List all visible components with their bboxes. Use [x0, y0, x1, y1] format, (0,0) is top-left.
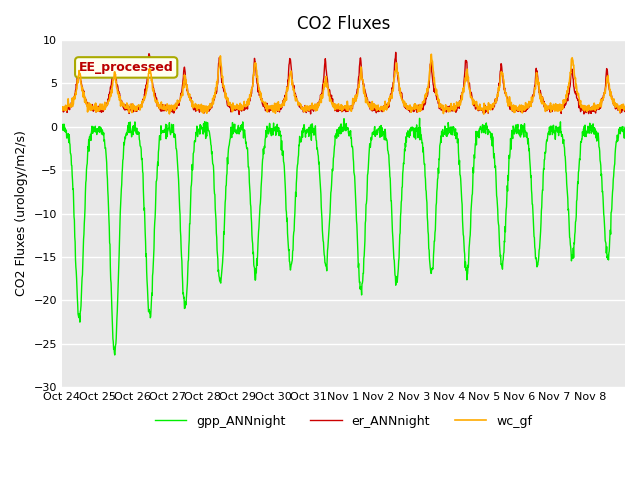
er_ANNnight	[392, 49, 399, 55]
Line: gpp_ANNnight: gpp_ANNnight	[62, 118, 625, 355]
wc_gf	[559, 97, 567, 103]
er_ANNnight	[58, 106, 66, 112]
gpp_ANNnight	[621, 124, 629, 130]
er_ANNnight	[614, 107, 622, 112]
er_ANNnight	[559, 103, 567, 108]
wc_gf	[58, 105, 66, 110]
er_ANNnight	[477, 108, 484, 113]
Line: er_ANNnight: er_ANNnight	[62, 52, 625, 114]
wc_gf	[146, 66, 154, 72]
gpp_ANNnight	[58, 125, 66, 131]
gpp_ANNnight	[319, 228, 326, 233]
wc_gf	[329, 103, 337, 109]
wc_gf	[318, 94, 326, 100]
Legend: gpp_ANNnight, er_ANNnight, wc_gf: gpp_ANNnight, er_ANNnight, wc_gf	[150, 410, 537, 433]
wc_gf	[480, 111, 488, 117]
gpp_ANNnight	[416, 115, 424, 121]
wc_gf	[428, 51, 435, 57]
gpp_ANNnight	[614, 134, 622, 140]
gpp_ANNnight	[147, 315, 154, 321]
Title: CO2 Fluxes: CO2 Fluxes	[297, 15, 390, 33]
wc_gf	[621, 104, 629, 109]
gpp_ANNnight	[559, 139, 567, 144]
gpp_ANNnight	[111, 352, 118, 358]
gpp_ANNnight	[477, 126, 484, 132]
Text: EE_processed: EE_processed	[79, 61, 173, 74]
er_ANNnight	[146, 57, 154, 62]
Y-axis label: CO2 Fluxes (urology/m2/s): CO2 Fluxes (urology/m2/s)	[15, 131, 28, 297]
wc_gf	[614, 107, 622, 112]
er_ANNnight	[236, 111, 243, 117]
wc_gf	[477, 107, 484, 113]
er_ANNnight	[319, 87, 326, 93]
Line: wc_gf: wc_gf	[62, 54, 625, 114]
er_ANNnight	[621, 105, 629, 110]
gpp_ANNnight	[329, 166, 337, 172]
er_ANNnight	[329, 100, 337, 106]
